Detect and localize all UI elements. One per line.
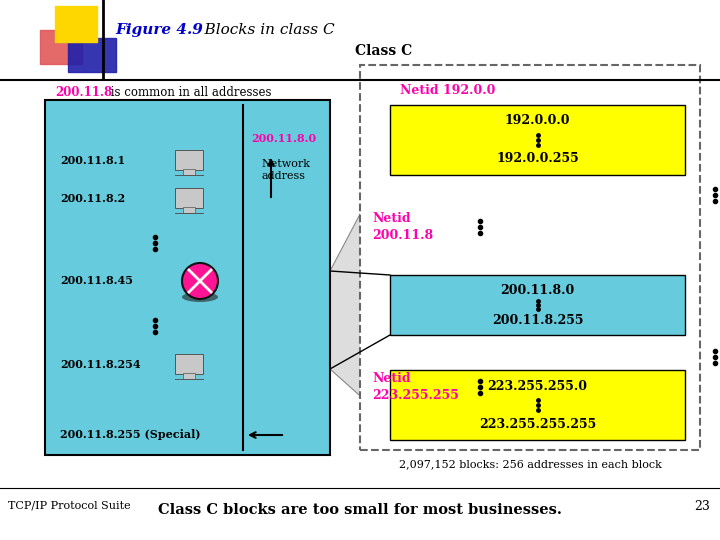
Bar <box>390 275 685 335</box>
Bar <box>390 370 685 440</box>
Text: 200.11.8.0: 200.11.8.0 <box>251 132 316 144</box>
Bar <box>183 169 195 175</box>
Text: 200.11.8.255: 200.11.8.255 <box>492 314 583 327</box>
Bar <box>55 6 97 42</box>
Text: Netid
223.255.255: Netid 223.255.255 <box>372 372 459 402</box>
Text: 200.11.8.1: 200.11.8.1 <box>60 154 125 165</box>
Text: 2,097,152 blocks: 256 addresses in each block: 2,097,152 blocks: 256 addresses in each … <box>399 459 662 469</box>
Bar <box>40 30 82 64</box>
Bar <box>175 188 203 208</box>
Text: 23: 23 <box>694 500 710 512</box>
Circle shape <box>182 263 218 299</box>
Text: Figure 4.9: Figure 4.9 <box>115 23 203 37</box>
Bar <box>45 100 330 455</box>
Text: 192.0.0.0: 192.0.0.0 <box>505 114 570 127</box>
Text: 200.11.8.255 (Special): 200.11.8.255 (Special) <box>60 429 200 441</box>
Bar <box>360 65 700 450</box>
Text: Netid
200.11.8: Netid 200.11.8 <box>372 212 433 242</box>
Text: Blocks in class C: Blocks in class C <box>185 23 335 37</box>
Bar <box>390 105 685 175</box>
Text: 200.11.8.45: 200.11.8.45 <box>60 275 133 287</box>
Bar <box>175 354 203 374</box>
Text: is common in all addresses: is common in all addresses <box>107 86 271 99</box>
Text: 192.0.0.255: 192.0.0.255 <box>496 152 579 165</box>
Bar <box>68 38 116 72</box>
Text: 200.11.8.0: 200.11.8.0 <box>500 284 575 296</box>
Text: Netid 192.0.0: Netid 192.0.0 <box>400 84 495 98</box>
Text: 200.11.8: 200.11.8 <box>55 86 112 99</box>
Text: Class C: Class C <box>355 44 413 58</box>
Text: 200.11.8.2: 200.11.8.2 <box>60 192 125 204</box>
Ellipse shape <box>182 292 218 302</box>
Text: Class C blocks are too small for most businesses.: Class C blocks are too small for most bu… <box>158 503 562 517</box>
Bar <box>183 373 195 379</box>
Text: 223.255.255.0: 223.255.255.0 <box>487 380 588 393</box>
Bar <box>183 207 195 213</box>
Bar <box>175 150 203 170</box>
Text: Network
address: Network address <box>261 159 310 181</box>
Text: 200.11.8.254: 200.11.8.254 <box>60 359 140 369</box>
Text: TCP/IP Protocol Suite: TCP/IP Protocol Suite <box>8 501 130 511</box>
Text: 223.255.255.255: 223.255.255.255 <box>479 417 596 430</box>
Polygon shape <box>330 110 415 445</box>
